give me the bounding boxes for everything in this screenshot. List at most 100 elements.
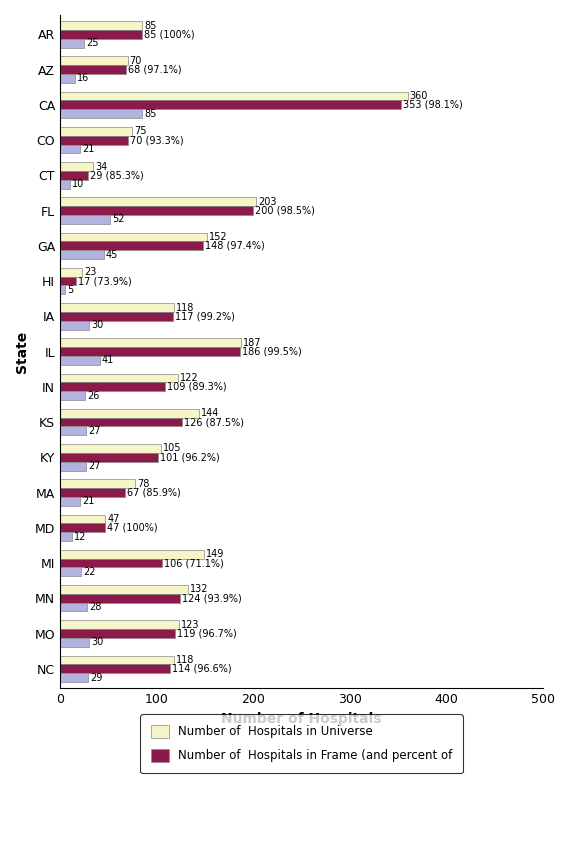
Text: 16: 16 [78, 74, 89, 83]
Bar [60, 409, 199, 418]
Bar [60, 21, 142, 30]
Bar [60, 136, 128, 144]
Text: 22: 22 [83, 567, 96, 577]
Bar [60, 550, 204, 559]
Text: 126 (87.5%): 126 (87.5%) [184, 417, 244, 427]
Bar [60, 567, 82, 576]
Bar [60, 39, 84, 48]
Text: 68 (97.1%): 68 (97.1%) [128, 65, 181, 74]
Bar [60, 206, 253, 215]
Text: 353 (98.1%): 353 (98.1%) [403, 99, 463, 110]
Bar [60, 453, 157, 462]
Bar [60, 241, 203, 250]
Bar [60, 356, 100, 365]
Text: 25: 25 [86, 38, 99, 48]
Bar [60, 285, 65, 294]
Bar [60, 250, 104, 259]
Text: 117 (99.2%): 117 (99.2%) [175, 311, 235, 321]
Text: 47 (100%): 47 (100%) [107, 522, 158, 533]
Text: 70 (93.3%): 70 (93.3%) [129, 135, 183, 145]
Text: 29: 29 [90, 673, 103, 682]
Text: 186 (99.5%): 186 (99.5%) [242, 347, 302, 356]
Text: 17 (73.9%): 17 (73.9%) [79, 276, 132, 286]
Text: 200 (98.5%): 200 (98.5%) [255, 206, 315, 215]
Bar [60, 30, 142, 39]
Bar [60, 444, 161, 453]
Text: 45: 45 [105, 250, 118, 260]
Bar [60, 109, 142, 119]
Text: 149: 149 [206, 549, 224, 559]
Bar [60, 215, 110, 224]
Bar [60, 532, 72, 541]
Text: 118: 118 [176, 303, 194, 312]
Text: 101 (96.2%): 101 (96.2%) [160, 452, 219, 462]
Bar [60, 638, 89, 647]
Text: 106 (71.1%): 106 (71.1%) [164, 558, 224, 568]
Bar [60, 268, 82, 277]
Text: 124 (93.9%): 124 (93.9%) [182, 593, 242, 603]
Bar [60, 197, 256, 206]
Text: 23: 23 [84, 267, 96, 278]
Text: 360: 360 [410, 91, 428, 101]
Text: 41: 41 [101, 356, 114, 365]
Text: 67 (85.9%): 67 (85.9%) [127, 488, 181, 497]
Text: 27: 27 [88, 461, 100, 471]
Text: 119 (96.7%): 119 (96.7%) [177, 629, 237, 638]
Text: 52: 52 [112, 215, 125, 224]
Text: 85: 85 [144, 21, 156, 30]
Text: 5: 5 [67, 285, 73, 295]
Bar [60, 303, 174, 312]
Bar [60, 585, 188, 594]
Bar [60, 629, 175, 638]
Bar [60, 233, 207, 241]
Bar [60, 559, 162, 567]
Text: 12: 12 [74, 532, 86, 541]
Bar [60, 479, 136, 488]
Text: 118: 118 [176, 655, 194, 665]
Text: 85: 85 [144, 109, 156, 119]
Text: 27: 27 [88, 426, 100, 436]
Bar [60, 65, 126, 74]
Text: 70: 70 [129, 56, 142, 66]
Text: 28: 28 [89, 602, 101, 612]
Bar [60, 92, 408, 100]
Text: 30: 30 [91, 320, 103, 330]
Text: 132: 132 [189, 585, 208, 594]
Bar [60, 656, 174, 664]
Bar [60, 515, 105, 523]
Text: 29 (85.3%): 29 (85.3%) [90, 170, 144, 181]
Text: 47: 47 [107, 514, 120, 524]
Text: 75: 75 [135, 126, 147, 137]
Bar [60, 277, 76, 285]
Bar [60, 180, 70, 189]
Bar [60, 488, 125, 497]
Text: 203: 203 [258, 196, 276, 207]
Text: 30: 30 [91, 638, 103, 647]
Text: 152: 152 [209, 232, 227, 242]
Text: 26: 26 [87, 391, 99, 400]
Text: 21: 21 [82, 144, 95, 154]
Bar [60, 127, 132, 136]
Text: 85 (100%): 85 (100%) [144, 29, 195, 40]
Bar [60, 144, 80, 153]
Bar [60, 664, 170, 673]
Text: 21: 21 [82, 497, 95, 506]
Bar [60, 418, 182, 426]
Bar [60, 497, 80, 506]
Bar [60, 603, 87, 612]
Text: 122: 122 [180, 373, 198, 383]
Bar [60, 347, 240, 356]
Bar [60, 426, 86, 435]
Bar [60, 56, 128, 65]
Bar [60, 462, 86, 471]
Bar [60, 673, 88, 682]
X-axis label: Number of Hospitals: Number of Hospitals [221, 712, 382, 726]
Bar [60, 171, 88, 180]
Text: 78: 78 [137, 478, 150, 489]
Text: 109 (89.3%): 109 (89.3%) [167, 381, 227, 392]
Text: 105: 105 [164, 444, 182, 453]
Bar [60, 100, 401, 109]
Text: 187: 187 [243, 337, 261, 348]
Bar [60, 391, 85, 400]
Text: 144: 144 [201, 408, 219, 419]
